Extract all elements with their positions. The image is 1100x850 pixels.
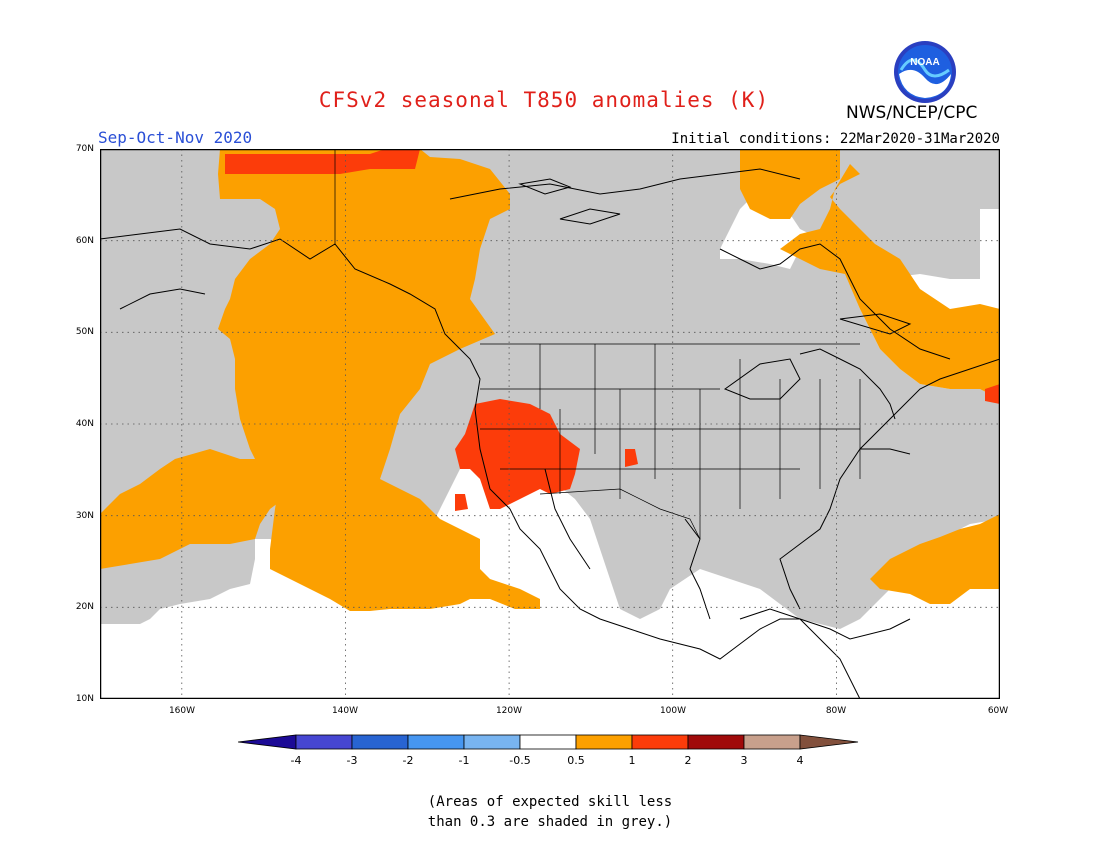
colorbar-tick-label: 4 xyxy=(796,754,804,767)
colorbar-tick-label: -2 xyxy=(402,754,414,767)
colorbar-tick-label: 3 xyxy=(740,754,748,767)
political-borders xyxy=(334,149,861,540)
orange-anomaly-northeast xyxy=(740,149,1000,399)
lat-label: 70N xyxy=(75,144,94,154)
lat-label: 40N xyxy=(75,419,94,429)
red-anomaly-arctic xyxy=(225,149,420,174)
skill-note-line-1: (Areas of expected skill less xyxy=(427,794,673,810)
colorbar-segment xyxy=(295,734,353,750)
gridlines xyxy=(100,149,1000,699)
colorbar-tick-label: 1 xyxy=(628,754,636,767)
red-anomaly-southwest xyxy=(455,399,638,511)
noaa-logo-icon: NOAA xyxy=(894,41,956,103)
lat-label: 10N xyxy=(75,694,94,704)
initial-conditions: Initial conditions: 22Mar2020-31Mar2020 xyxy=(671,131,1000,147)
anomaly-map xyxy=(100,149,1000,699)
colorbar-end-low xyxy=(238,734,297,750)
colorbar-segment xyxy=(575,734,633,750)
agency-label: NWS/NCEP/CPC xyxy=(846,103,978,123)
colorbar-tick-label: -0.5 xyxy=(509,754,531,767)
orange-anomaly-atlantic xyxy=(870,514,1000,604)
logo-text: NOAA xyxy=(910,57,939,68)
skill-note-line-2: than 0.3 are shaded in grey.) xyxy=(427,814,673,830)
colorbar-segment xyxy=(687,734,745,750)
orange-anomaly-pacific xyxy=(100,449,310,569)
chart-title: CFSv2 seasonal T850 anomalies (K) xyxy=(318,88,770,112)
orange-anomaly-north xyxy=(218,149,540,611)
lat-label: 20N xyxy=(75,602,94,612)
colorbar-end-high xyxy=(799,734,859,750)
lon-label: 60W xyxy=(987,706,1009,716)
colorbar-tick-label: 0.5 xyxy=(567,754,585,767)
forecast-period: Sep-Oct-Nov 2020 xyxy=(98,128,253,147)
lon-label: 100W xyxy=(659,706,687,716)
lat-label: 60N xyxy=(75,236,94,246)
coastlines xyxy=(100,168,1000,699)
colorbar-tick-label: -3 xyxy=(346,754,358,767)
lon-label: 140W xyxy=(331,706,359,716)
lat-label: 30N xyxy=(75,511,94,521)
red-anomaly-eastcoast xyxy=(985,384,1000,404)
colorbar-tick-label: 2 xyxy=(684,754,692,767)
colorbar-segment xyxy=(743,734,801,750)
colorbar-segment xyxy=(407,734,465,750)
colorbar-segment xyxy=(631,734,689,750)
colorbar-segment xyxy=(519,734,577,750)
colorbar-tick-label: -1 xyxy=(458,754,470,767)
colorbar-segment xyxy=(463,734,521,750)
colorbar xyxy=(238,734,859,750)
lon-label: 80W xyxy=(825,706,847,716)
map-frame xyxy=(100,149,1000,699)
lat-label: 50N xyxy=(75,327,94,337)
skill-note: (Areas of expected skill less than 0.3 a… xyxy=(0,792,1100,832)
colorbar-segment xyxy=(351,734,409,750)
lon-label: 160W xyxy=(168,706,196,716)
lon-label: 120W xyxy=(495,706,523,716)
colorbar-tick-label: -4 xyxy=(290,754,302,767)
